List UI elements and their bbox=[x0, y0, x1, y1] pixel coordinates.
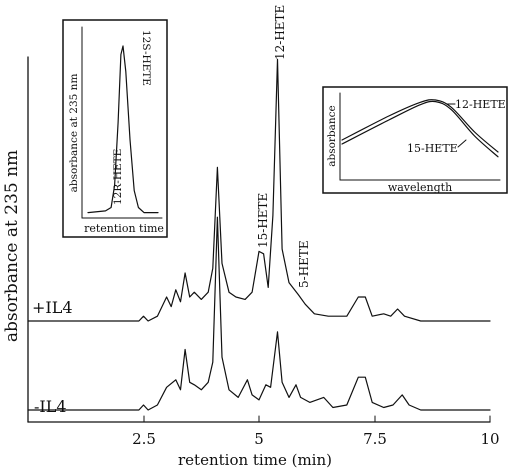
peak-label-15-hete: 15-HETE bbox=[256, 193, 270, 248]
inset-uv-spectra: 12-HETE 15-HETE absorbance wavelength bbox=[322, 86, 508, 194]
inset-2-label-15-hete: 15-HETE bbox=[407, 142, 458, 155]
trace-minus-il4 bbox=[27, 216, 491, 411]
trace-plus-il4 bbox=[27, 58, 491, 322]
inset-2-x-label: wavelength bbox=[388, 181, 452, 194]
inset-chiral-chromatogram: absorbance at 235 nm retention time 12S-… bbox=[62, 19, 168, 238]
x-tick-label-7.5: 7.5 bbox=[363, 430, 387, 448]
x-tick-labels: 2.5 5 7.5 10 bbox=[132, 430, 499, 448]
inset-2-trace-15-hete bbox=[341, 100, 499, 158]
inset-2-trace-12-hete bbox=[341, 99, 499, 153]
trace-label-minus-il4: -IL4 bbox=[34, 397, 67, 416]
inset-1-trace bbox=[87, 45, 159, 214]
peak-label-5-hete: 5-HETE bbox=[297, 240, 311, 288]
inset-2-y-label: absorbance bbox=[326, 105, 338, 167]
inset-1-label-12r-hete: 12R-HETE bbox=[112, 149, 124, 205]
inset-1-y-label: absorbance at 235 nm bbox=[68, 74, 80, 193]
x-ticks bbox=[143, 415, 491, 423]
inset-1-frame bbox=[62, 19, 168, 238]
inset-1-x-label: retention time bbox=[84, 222, 164, 235]
inset-1-label-12s-hete: 12S-HETE bbox=[140, 30, 152, 86]
x-axis-label: retention time (min) bbox=[178, 451, 332, 469]
trace-label-plus-il4: +IL4 bbox=[32, 298, 73, 317]
x-tick-label-5: 5 bbox=[254, 430, 264, 448]
y-axis-label: absorbance at 235 nm bbox=[2, 150, 22, 342]
inset-2-leader-15-hete bbox=[457, 139, 467, 148]
x-tick-label-2.5: 2.5 bbox=[132, 430, 156, 448]
peak-label-12-hete: 12-HETE bbox=[273, 5, 287, 60]
inset-2-label-12-hete: 12-HETE bbox=[455, 98, 506, 111]
x-tick-label-10: 10 bbox=[480, 430, 499, 448]
